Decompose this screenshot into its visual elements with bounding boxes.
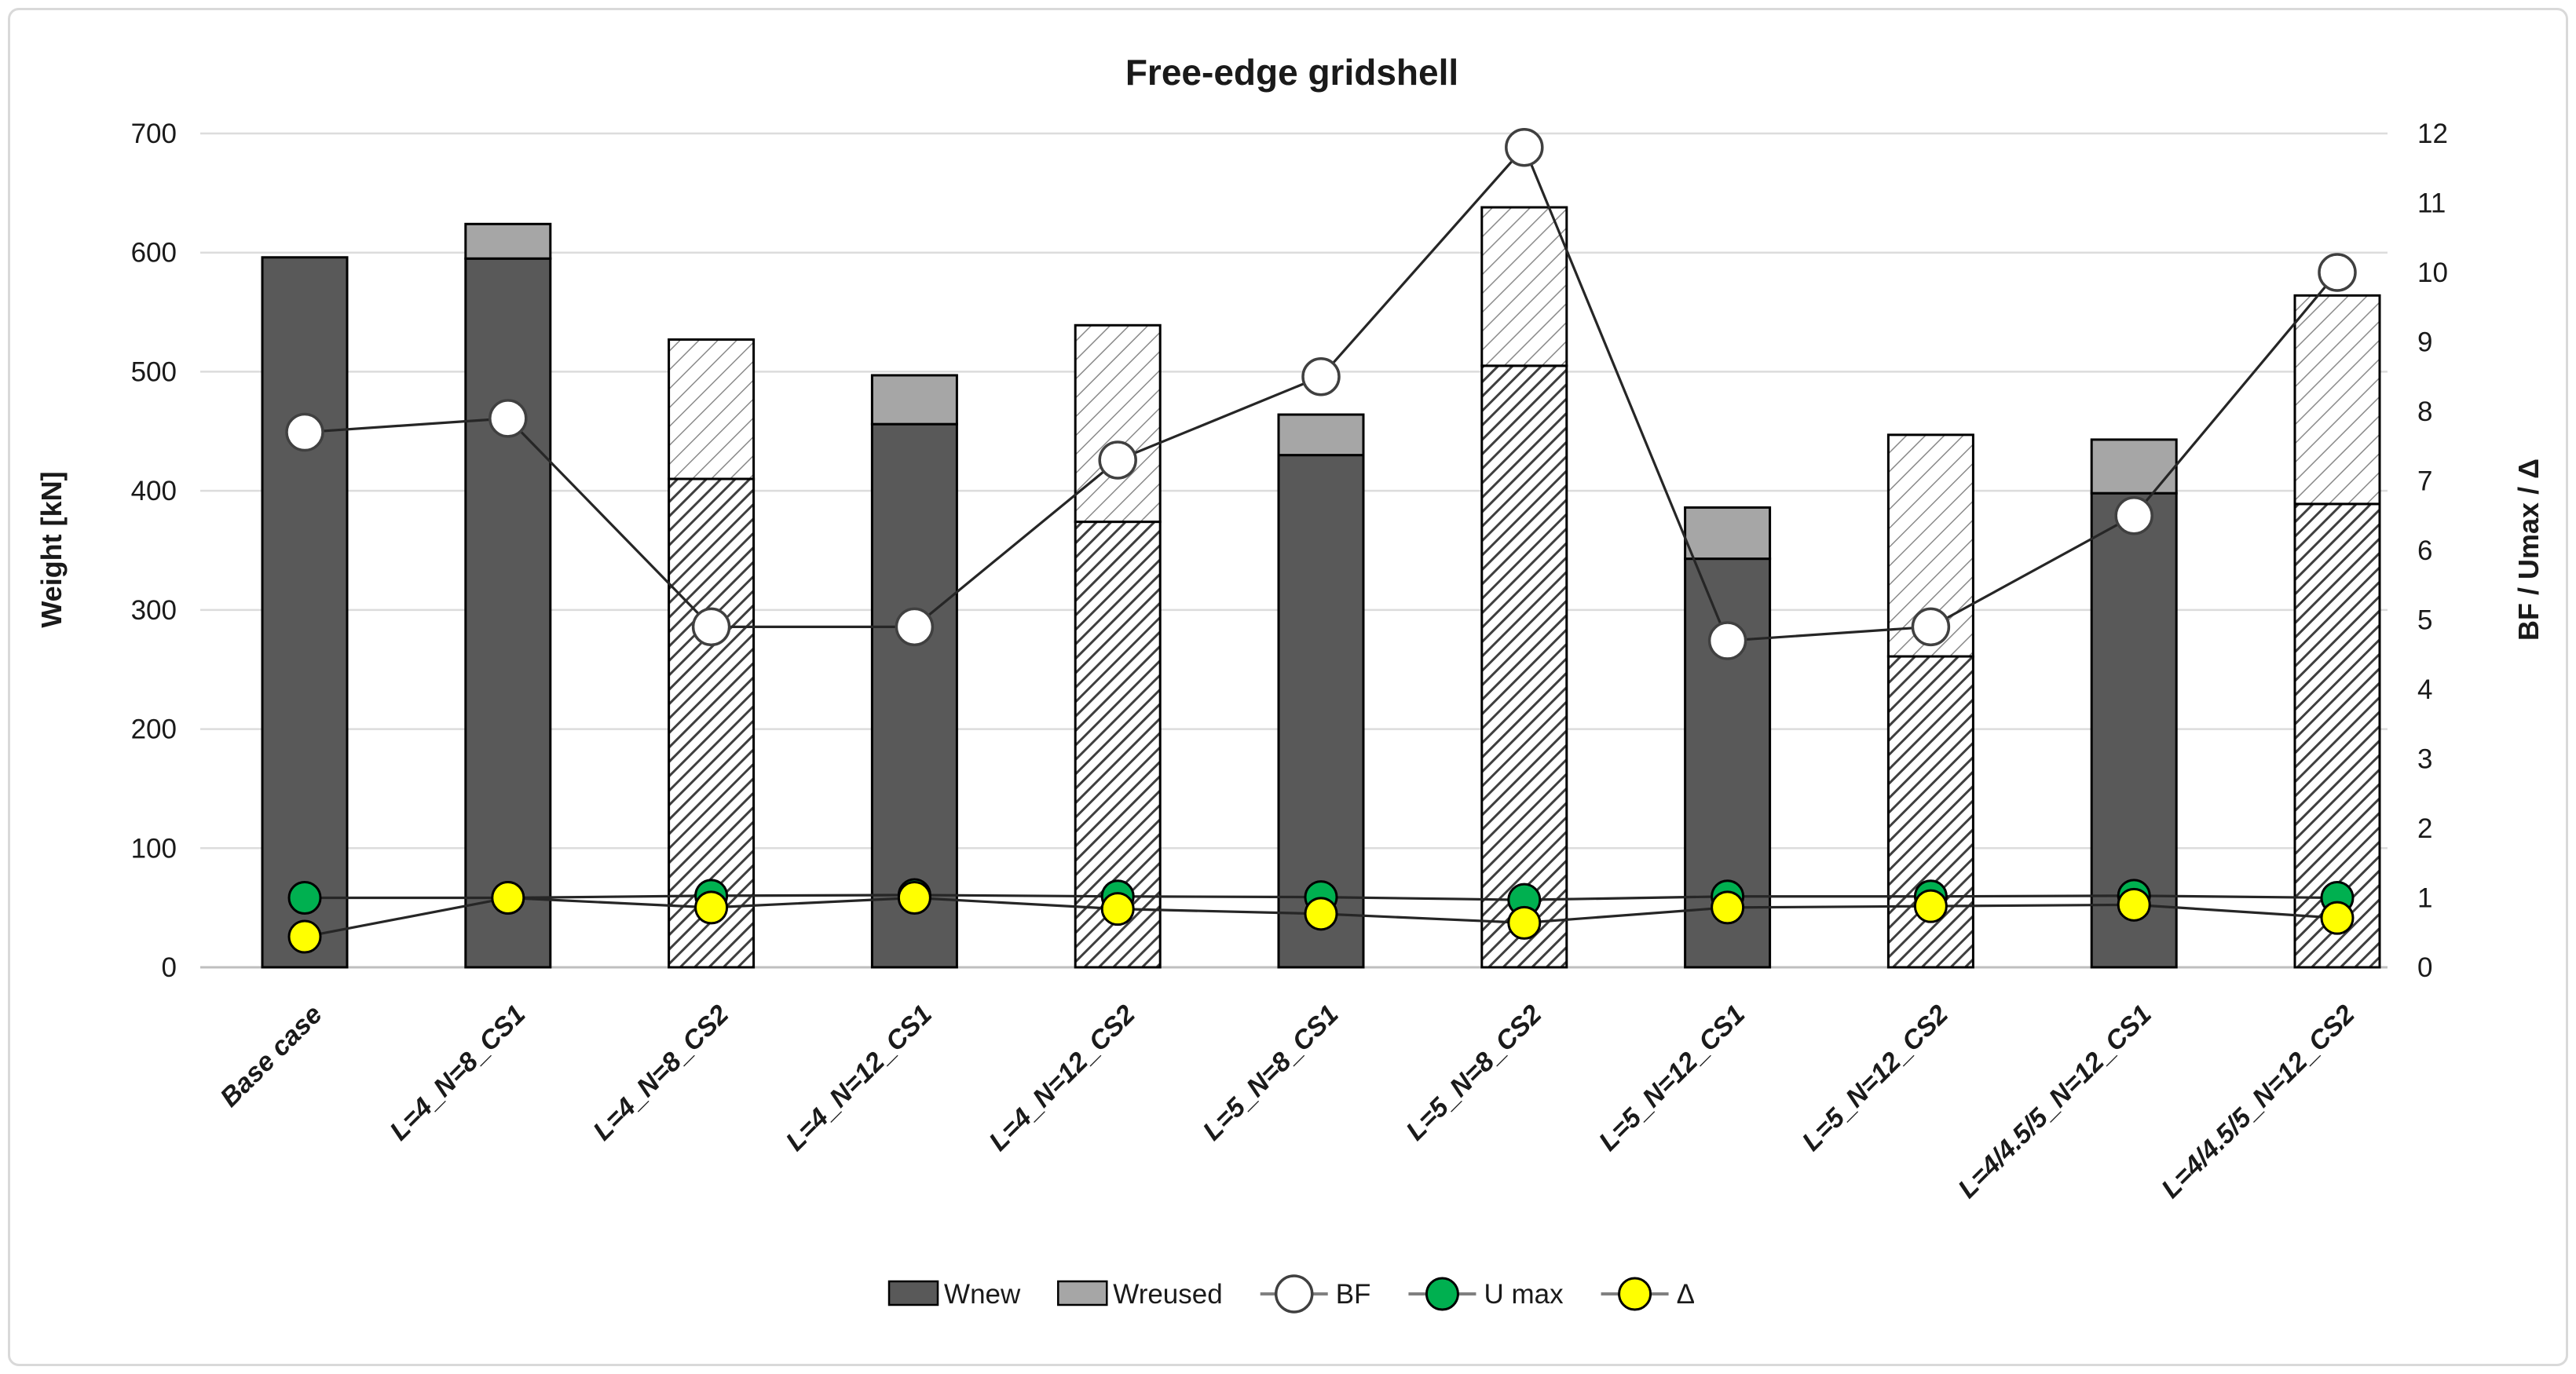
legend-marker-bf: [1274, 1274, 1314, 1314]
bar-wreused-l-4-4-5-5-n-12-cs2: [2293, 294, 2381, 506]
category-label-base-case: Base case: [214, 999, 328, 1113]
left-axis-tick: 0: [162, 952, 177, 983]
marker-delta-l-4-n-8-cs1: [491, 881, 525, 915]
right-axis-tick: 7: [2417, 466, 2432, 497]
right-axis-tick: 9: [2417, 327, 2432, 358]
marker-delta-l-4-n-12-cs2: [1100, 892, 1135, 926]
left-axis-tick-labels: 0 100 200 300 400 500 600 700: [131, 119, 177, 983]
chart-title: Free-edge gridshell: [1125, 52, 1458, 93]
bar-wreused-l-5-n-12-cs1: [1684, 506, 1772, 561]
left-axis-tick: 300: [131, 595, 177, 626]
right-axis-tick: 6: [2417, 535, 2432, 566]
right-axis-tick: 2: [2417, 813, 2432, 844]
left-axis-tick: 100: [131, 833, 177, 864]
marker-bf-base-case: [285, 412, 324, 452]
bar-wnew-l-5-n-8-cs2: [1480, 364, 1568, 969]
category-label-l-4-n-12-cs1: L=4_N=12_CS1: [780, 999, 938, 1157]
marker-bf-l-4-n-12-cs1: [895, 607, 935, 647]
category-label-l-4-n-12-cs2: L=4_N=12_CS2: [983, 999, 1141, 1157]
chart-legend: Wnew Wreused BF U max Δ: [887, 1274, 1695, 1314]
bar-wreused-l-5-n-8-cs1: [1277, 413, 1365, 457]
marker-delta-l-4-4-5-5-n-12-cs1: [2117, 887, 2151, 922]
marker-delta-l-4-n-12-cs1: [897, 881, 931, 915]
bar-wreused-l-4-n-12-cs2: [1074, 323, 1162, 524]
legend-swatch-wnew: [887, 1280, 939, 1306]
right-axis-tick: 8: [2417, 396, 2432, 427]
line-markers: [285, 127, 2357, 954]
legend-item-bf: BF: [1260, 1274, 1371, 1314]
category-label-l-4-4-5-5-n-12-cs1: L=4/4.5/5_N=12_CS1: [1952, 999, 2157, 1204]
marker-delta-l-5-n-12-cs2: [1913, 889, 1948, 923]
bar-wnew-base-case: [261, 256, 349, 969]
marker-bf-l-5-n-8-cs2: [1505, 127, 1544, 167]
left-axis-tick: 200: [131, 714, 177, 745]
legend-label-delta: Δ: [1677, 1279, 1695, 1310]
category-label-l-4-n-8-cs2: L=4_N=8_CS2: [587, 999, 734, 1146]
category-axis-labels: Base case L=4_N=8_CS1 L=4_N=8_CS2 L=4_N=12_…: [214, 999, 2361, 1204]
right-axis-tick: 5: [2417, 605, 2432, 636]
legend-label-wreused: Wreused: [1113, 1279, 1222, 1310]
marker-bf-l-4-n-12-cs2: [1098, 440, 1137, 480]
marker-bf-l-4-n-8-cs2: [691, 607, 731, 647]
category-label-l-4-n-8-cs1: L=4_N=8_CS1: [384, 999, 531, 1146]
legend-label-wnew: Wnew: [944, 1279, 1021, 1310]
marker-delta-l-5-n-8-cs2: [1507, 905, 1542, 940]
marker-delta-l-4-4-5-5-n-12-cs2: [2320, 901, 2355, 935]
marker-u-max-base-case: [287, 881, 322, 915]
right-axis-tick: 0: [2417, 952, 2432, 983]
marker-bf-l-5-n-12-cs1: [1707, 621, 1747, 660]
category-label-l-5-n-8-cs2: L=5_N=8_CS2: [1400, 999, 1547, 1146]
category-label-l-4-4-5-5-n-12-cs2: L=4/4.5/5_N=12_CS2: [2156, 999, 2361, 1204]
right-axis-tick: 11: [2417, 188, 2446, 219]
marker-bf-l-5-n-12-cs2: [1911, 607, 1951, 647]
category-label-l-5-n-8-cs1: L=5_N=8_CS1: [1197, 999, 1344, 1146]
bar-wnew-l-4-4-5-5-n-12-cs2: [2293, 502, 2381, 969]
left-axis-tick: 600: [131, 238, 177, 269]
legend-swatch-wreused: [1057, 1280, 1108, 1306]
legend-label-u-max: U max: [1484, 1279, 1564, 1310]
legend-label-bf: BF: [1336, 1279, 1371, 1310]
right-axis-tick: 4: [2417, 674, 2432, 705]
legend-item-delta: Δ: [1601, 1277, 1695, 1311]
bar-wnew-l-4-n-8-cs1: [464, 257, 552, 969]
bar-wnew-l-4-n-12-cs1: [870, 422, 958, 969]
marker-delta-l-4-n-8-cs2: [694, 890, 729, 925]
left-axis-tick: 400: [131, 476, 177, 506]
marker-bf-l-4-4-5-5-n-12-cs2: [2318, 253, 2357, 292]
bar-wreused-l-4-n-12-cs1: [870, 374, 958, 426]
marker-delta-base-case: [287, 919, 322, 954]
category-label-l-5-n-12-cs2: L=5_N=12_CS2: [1796, 999, 1954, 1157]
marker-bf-l-5-n-8-cs1: [1301, 357, 1341, 396]
legend-item-wreused: Wreused: [1057, 1279, 1223, 1310]
bar-series: [261, 206, 2381, 969]
marker-delta-l-5-n-8-cs1: [1304, 897, 1338, 931]
bar-wreused-l-4-4-5-5-n-12-cs1: [2090, 438, 2178, 495]
bar-wreused-l-4-n-8-cs1: [464, 222, 552, 260]
bar-wreused-l-5-n-8-cs2: [1480, 206, 1568, 367]
right-axis-tick: 3: [2417, 744, 2432, 775]
left-axis-tick: 700: [131, 119, 177, 149]
right-axis-tick: 10: [2417, 258, 2448, 288]
category-label-l-5-n-12-cs1: L=5_N=12_CS1: [1594, 999, 1751, 1157]
legend-item-wnew: Wnew: [887, 1279, 1021, 1310]
marker-delta-l-5-n-12-cs1: [1711, 890, 1745, 925]
legend-marker-delta: [1618, 1277, 1652, 1311]
legend-marker-u-max: [1425, 1277, 1459, 1311]
bar-wnew-l-4-n-8-cs2: [668, 477, 756, 969]
right-axis-tick: 1: [2417, 883, 2432, 914]
bar-wreused-l-4-n-8-cs2: [668, 338, 756, 481]
left-axis-title: Weight [kN]: [35, 471, 68, 627]
left-axis-tick: 500: [131, 356, 177, 387]
marker-bf-l-4-4-5-5-n-12-cs1: [2114, 496, 2153, 535]
legend-item-u-max: U max: [1408, 1277, 1564, 1311]
right-axis-tick: 12: [2417, 119, 2448, 149]
right-axis-title: BF / Umax / Δ: [2512, 459, 2545, 641]
marker-bf-l-4-n-8-cs1: [488, 399, 528, 438]
